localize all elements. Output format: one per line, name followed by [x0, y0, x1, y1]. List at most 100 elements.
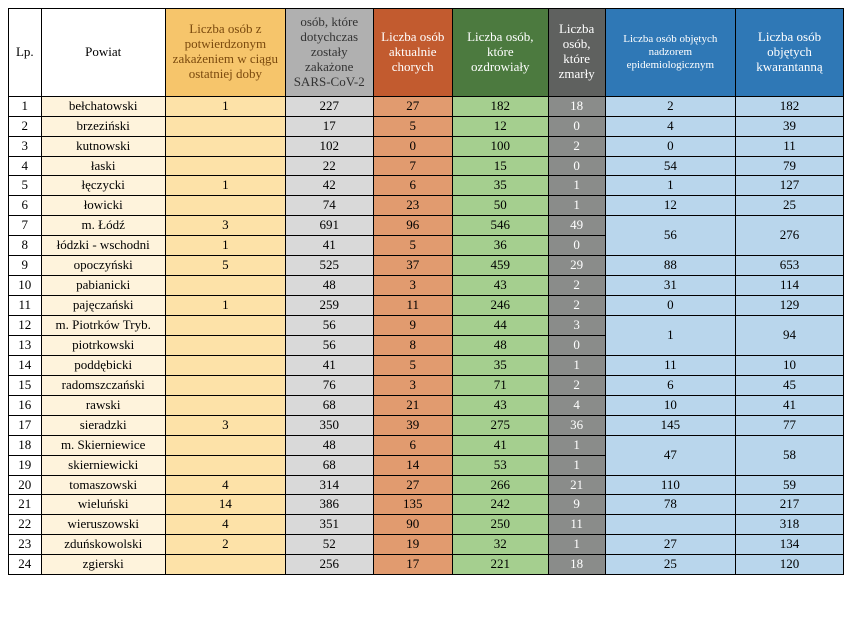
cell: 25 [605, 555, 735, 575]
cell: 11 [605, 355, 735, 375]
cell: 110 [605, 475, 735, 495]
cell: 12 [9, 316, 42, 336]
cell: 0 [548, 116, 605, 136]
cell: 17 [285, 116, 373, 136]
cell: 3 [165, 216, 285, 236]
cell: 27 [605, 535, 735, 555]
cell: radomszczański [41, 375, 165, 395]
cell: 2 [548, 136, 605, 156]
cell: 217 [736, 495, 844, 515]
cell: 31 [605, 276, 735, 296]
header-powiat: Powiat [41, 9, 165, 97]
cell: 41 [736, 395, 844, 415]
cell: 1 [165, 296, 285, 316]
table-row: 24zgierski256172211825120 [9, 555, 844, 575]
cell: 58 [736, 435, 844, 475]
cell: 12 [605, 196, 735, 216]
cell [165, 395, 285, 415]
cell: 20 [9, 475, 42, 495]
cell: 1 [548, 535, 605, 555]
header-new-cases: Liczba osób z potwierdzonym zakażeniem w… [165, 9, 285, 97]
cell: 1 [548, 176, 605, 196]
cell: 120 [736, 555, 844, 575]
cell: 68 [285, 395, 373, 415]
cell: 12 [452, 116, 548, 136]
cell: 459 [452, 256, 548, 276]
cell: 10 [9, 276, 42, 296]
cell: 56 [285, 316, 373, 336]
cell: 9 [9, 256, 42, 276]
cell: 5 [373, 116, 452, 136]
cell: 14 [373, 455, 452, 475]
cell: 350 [285, 415, 373, 435]
cell: 2 [165, 535, 285, 555]
cell: 94 [736, 316, 844, 356]
cell: wieruszowski [41, 515, 165, 535]
cell: tomaszowski [41, 475, 165, 495]
cell: 2 [548, 296, 605, 316]
cell: 653 [736, 256, 844, 276]
cell: 78 [605, 495, 735, 515]
header-currently-sick: Liczba osób aktualnie chorych [373, 9, 452, 97]
table-body: 1bełchatowski1227271821821822brzeziński1… [9, 96, 844, 575]
cell: 0 [548, 156, 605, 176]
cell [165, 196, 285, 216]
cell: 15 [452, 156, 548, 176]
cell: łowicki [41, 196, 165, 216]
cell: 2 [605, 96, 735, 116]
cell: sieradzki [41, 415, 165, 435]
cell: 42 [285, 176, 373, 196]
header-total-infected: osób, które dotychczas zostały zakażone … [285, 9, 373, 97]
cell: 41 [285, 355, 373, 375]
cell: 56 [285, 335, 373, 355]
cell: 1 [9, 96, 42, 116]
table-row: 7m. Łódź3691965464956276 [9, 216, 844, 236]
cell: 102 [285, 136, 373, 156]
cell: m. Piotrków Tryb. [41, 316, 165, 336]
table-row: 21wieluński14386135242978217 [9, 495, 844, 515]
cell: 14 [9, 355, 42, 375]
cell: 11 [736, 136, 844, 156]
cell: 256 [285, 555, 373, 575]
cell: 17 [373, 555, 452, 575]
cell: 18 [9, 435, 42, 455]
cell: 6 [373, 176, 452, 196]
cell: 3 [373, 375, 452, 395]
cell: 266 [452, 475, 548, 495]
cell: 48 [285, 276, 373, 296]
cell: 13 [9, 335, 42, 355]
cell: 50 [452, 196, 548, 216]
cell: 276 [736, 216, 844, 256]
cell: 41 [285, 236, 373, 256]
cell: 76 [285, 375, 373, 395]
cell [165, 435, 285, 455]
cell [165, 375, 285, 395]
table-row: 22wieruszowski43519025011318 [9, 515, 844, 535]
cell: m. Skierniewice [41, 435, 165, 455]
cell: 29 [548, 256, 605, 276]
cell: 3 [9, 136, 42, 156]
cell: 90 [373, 515, 452, 535]
cell: 27 [373, 96, 452, 116]
cell: 35 [452, 355, 548, 375]
cell: opoczyński [41, 256, 165, 276]
cell: 25 [736, 196, 844, 216]
cell: pajęczański [41, 296, 165, 316]
table-row: 3kutnowski10201002011 [9, 136, 844, 156]
cell: skierniewicki [41, 455, 165, 475]
cell: 36 [452, 236, 548, 256]
cell: 259 [285, 296, 373, 316]
cell: 54 [605, 156, 735, 176]
cell: 127 [736, 176, 844, 196]
cell: 14 [165, 495, 285, 515]
cell: 68 [285, 455, 373, 475]
table-row: 16rawski68214341041 [9, 395, 844, 415]
cell: 5 [165, 256, 285, 276]
cell: 48 [285, 435, 373, 455]
cell: 24 [9, 555, 42, 575]
cell: 45 [736, 375, 844, 395]
cell: 43 [452, 276, 548, 296]
cell: 1 [548, 435, 605, 455]
cell: 5 [373, 236, 452, 256]
cell: 4 [548, 395, 605, 415]
